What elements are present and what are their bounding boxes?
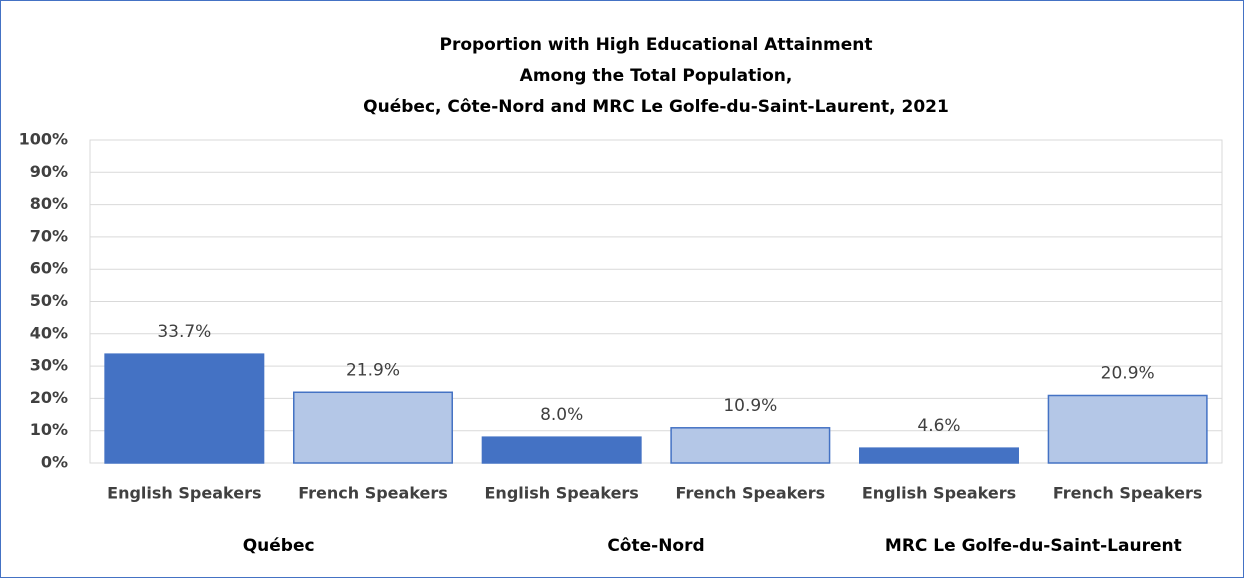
data-label: 33.7% [157, 322, 211, 342]
y-tick-label: 30% [30, 356, 68, 375]
y-tick-label: 0% [41, 453, 68, 472]
x-tick-label: English Speakers [485, 484, 639, 503]
bar [104, 353, 265, 464]
y-tick-label: 70% [30, 226, 68, 245]
bar [293, 391, 453, 464]
bar [481, 436, 642, 464]
y-tick-label: 10% [30, 420, 68, 439]
bar [1047, 394, 1208, 464]
x-tick-label: English Speakers [862, 484, 1016, 503]
y-tick-label: 80% [30, 194, 68, 213]
group-label: Québec [243, 536, 315, 556]
y-tick-label: 60% [30, 259, 68, 278]
chart-title: Among the Total Population, [520, 66, 793, 86]
data-label: 20.9% [1101, 363, 1155, 383]
bar [670, 427, 831, 464]
group-label: Côte-Nord [607, 536, 704, 556]
y-tick-label: 40% [30, 323, 68, 342]
y-tick-label: 50% [30, 291, 68, 310]
data-label: 10.9% [723, 396, 777, 416]
y-tick-label: 100% [19, 130, 68, 149]
chart-title: Proportion with High Educational Attainm… [439, 35, 872, 55]
data-label: 21.9% [346, 360, 400, 380]
x-tick-label: French Speakers [676, 484, 826, 503]
plot-border [89, 139, 1223, 464]
bar [859, 447, 1019, 464]
x-tick-label: French Speakers [1053, 484, 1203, 503]
y-tick-label: 90% [30, 162, 68, 181]
group-label: MRC Le Golfe-du-Saint-Laurent [885, 536, 1182, 556]
x-tick-label: French Speakers [298, 484, 448, 503]
x-tick-label: English Speakers [107, 484, 261, 503]
y-tick-label: 20% [30, 388, 68, 407]
data-label: 4.6% [917, 416, 960, 436]
data-label: 8.0% [540, 405, 583, 425]
chart-title: Québec, Côte-Nord and MRC Le Golfe-du-Sa… [363, 97, 949, 117]
